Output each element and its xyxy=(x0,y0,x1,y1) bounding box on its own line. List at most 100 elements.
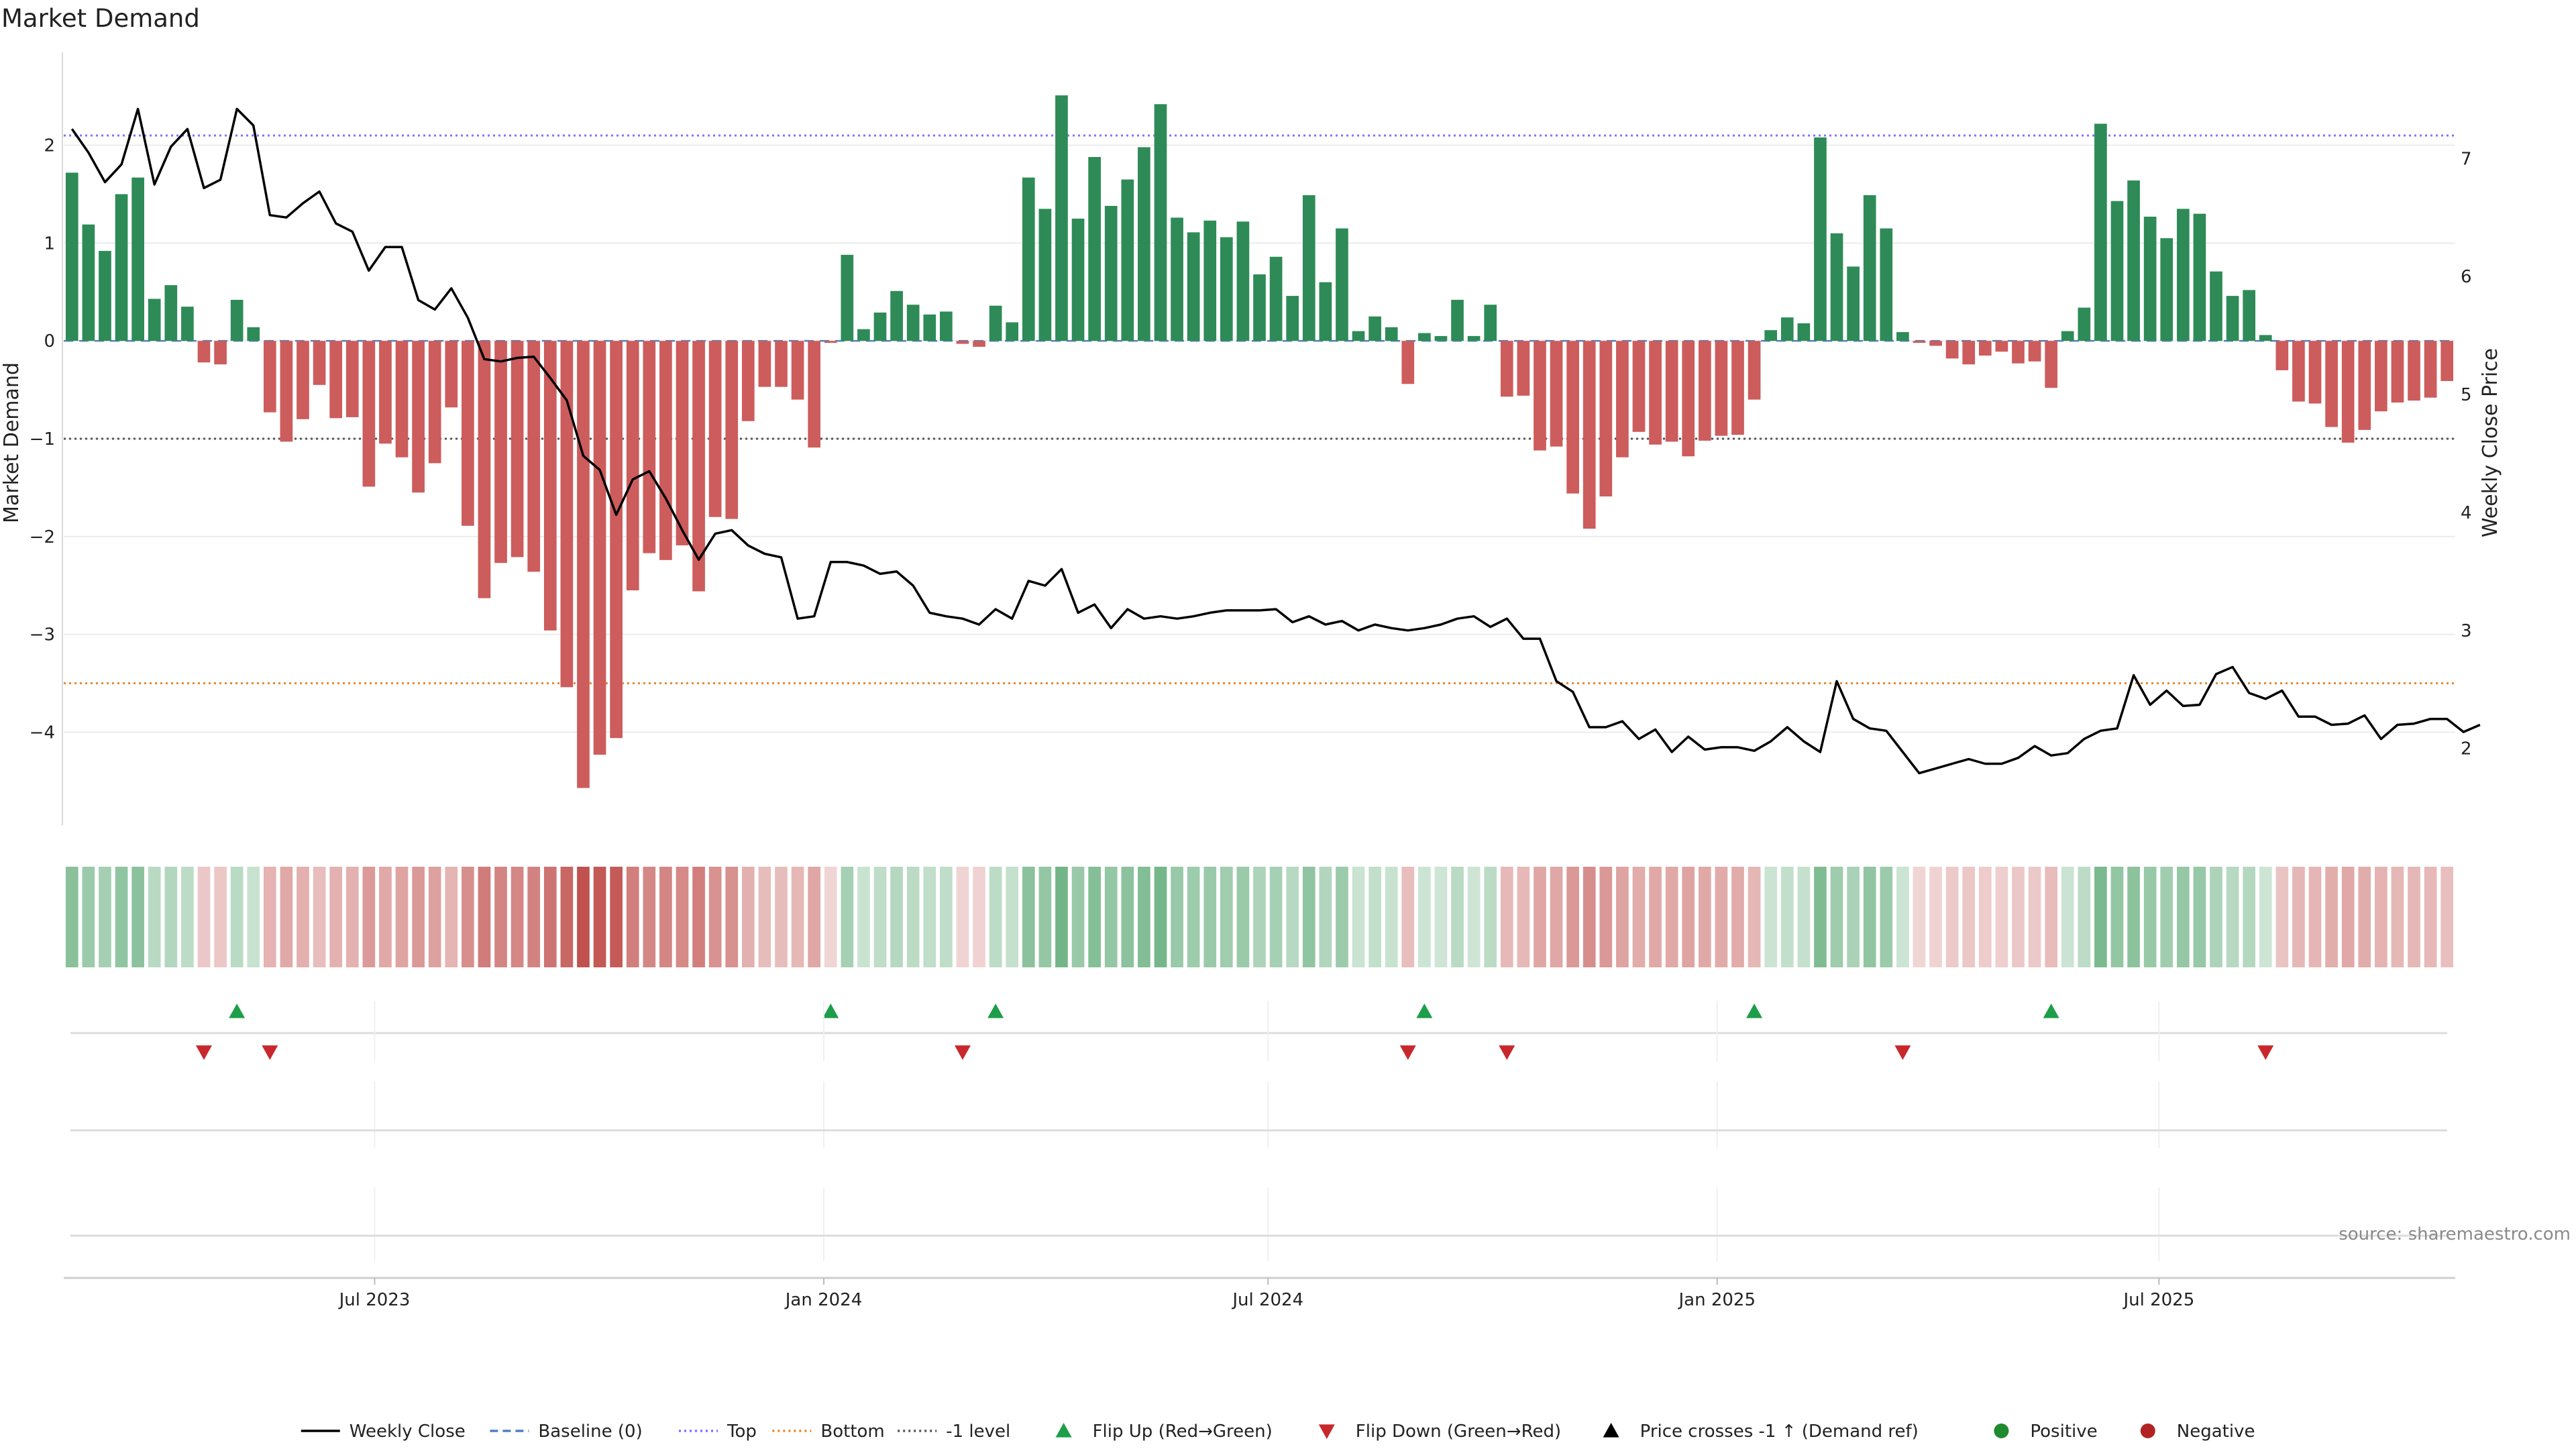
demand-bar xyxy=(115,194,128,341)
heat-cell xyxy=(1434,867,1448,967)
legend-swatch xyxy=(1318,1424,1335,1439)
heat-cell xyxy=(478,867,491,967)
flip-up-marker xyxy=(822,1004,839,1018)
demand-bar xyxy=(1517,341,1530,396)
demand-bar xyxy=(725,341,739,519)
heat-cell xyxy=(2094,867,2107,967)
demand-bar xyxy=(923,314,936,341)
legend: Weekly Close Baseline (0) Top Bottom -1 leve… xyxy=(301,1421,2255,1442)
heat-cell xyxy=(263,867,276,967)
demand-bar xyxy=(956,341,969,344)
demand-bar xyxy=(543,341,557,631)
heat-cell xyxy=(313,867,326,967)
demand-bar xyxy=(643,341,656,553)
heat-cell xyxy=(1154,867,1167,967)
demand-bar xyxy=(2110,201,2124,341)
demand-bar xyxy=(775,341,788,387)
demand-bar xyxy=(1896,332,1909,341)
heat-cell xyxy=(1121,867,1134,967)
heat-cell xyxy=(1945,867,1959,967)
heat-cell xyxy=(1847,867,1860,967)
demand-bar xyxy=(1962,341,1976,365)
heat-cell xyxy=(2012,867,2025,967)
demand-bar xyxy=(2094,123,2107,341)
heat-cell xyxy=(923,867,936,967)
legend-label: -1 level xyxy=(946,1421,1010,1442)
demand-bar xyxy=(2045,341,2057,388)
demand-bar xyxy=(1731,341,1744,435)
heat-cell xyxy=(197,867,211,967)
demand-bar xyxy=(1071,218,1085,341)
demand-bar xyxy=(2308,341,2322,404)
demand-bar xyxy=(478,341,491,598)
demand-bar xyxy=(1484,305,1497,341)
heat-cell xyxy=(1780,867,1794,967)
y-right-tick-label: 3 xyxy=(2461,621,2472,641)
demand-bar xyxy=(2424,341,2437,398)
heat-cell xyxy=(214,867,227,967)
demand-bar xyxy=(181,307,194,341)
demand-bar xyxy=(1582,341,1596,529)
demand-bar xyxy=(1995,341,2008,352)
x-tick-label: Jul 2025 xyxy=(2122,1290,2194,1310)
heat-cell xyxy=(1484,867,1497,967)
heat-cell xyxy=(973,867,985,967)
heat-cell xyxy=(2176,867,2190,967)
heat-cell xyxy=(2193,867,2206,967)
demand-bar xyxy=(362,341,376,487)
demand-bar xyxy=(2143,216,2157,341)
y-tick-label: 0 xyxy=(44,331,55,352)
demand-heat-strip xyxy=(65,867,2454,967)
demand-bar xyxy=(263,341,276,413)
legend-label: Baseline (0) xyxy=(538,1421,642,1442)
demand-bar xyxy=(313,341,326,385)
demand-bar xyxy=(2375,341,2387,412)
heat-cell xyxy=(82,867,95,967)
heat-cell xyxy=(2308,867,2322,967)
heat-cell xyxy=(2259,867,2272,967)
flip-down-marker xyxy=(262,1045,278,1060)
heat-cell xyxy=(643,867,656,967)
heat-cell xyxy=(2210,867,2222,967)
demand-bar xyxy=(1599,341,1613,497)
heat-cell xyxy=(2408,867,2420,967)
heat-cell xyxy=(379,867,392,967)
heat-cell xyxy=(1500,867,1513,967)
demand-bar xyxy=(1171,217,1183,341)
demand-bar xyxy=(940,311,953,341)
demand-bar xyxy=(2127,180,2140,341)
heat-cell xyxy=(181,867,194,967)
demand-bar xyxy=(1236,221,1250,341)
heat-cell xyxy=(2045,867,2057,967)
demand-bar xyxy=(1863,195,1876,341)
demand-bar xyxy=(247,327,260,341)
heat-cell xyxy=(873,867,887,967)
lower-panels xyxy=(70,1001,2447,1261)
demand-bar xyxy=(280,341,293,442)
heat-cell xyxy=(428,867,441,967)
demand-bar xyxy=(1302,195,1316,341)
heat-cell xyxy=(462,867,474,967)
heat-cell xyxy=(345,867,359,967)
heat-cell xyxy=(1962,867,1976,967)
demand-bar xyxy=(791,341,804,400)
legend-item: Negative xyxy=(2140,1421,2255,1442)
legend-swatch xyxy=(1055,1423,1072,1438)
heat-cell xyxy=(1171,867,1183,967)
heat-cell xyxy=(2061,867,2074,967)
demand-bar xyxy=(1401,341,1415,384)
demand-bar xyxy=(1286,296,1299,341)
flip-down-marker xyxy=(1894,1045,1911,1060)
heat-cell xyxy=(1682,867,1695,967)
heat-cell xyxy=(329,867,343,967)
heat-cell xyxy=(65,867,78,967)
heat-cell xyxy=(131,867,144,967)
demand-bar xyxy=(1698,341,1711,441)
demand-bar xyxy=(1368,316,1381,341)
heat-cell xyxy=(1616,867,1629,967)
heat-cell xyxy=(610,867,623,967)
demand-bar xyxy=(2226,296,2239,341)
demand-bar xyxy=(82,224,95,341)
legend-label: Bottom xyxy=(820,1421,884,1442)
demand-bar xyxy=(560,341,574,688)
